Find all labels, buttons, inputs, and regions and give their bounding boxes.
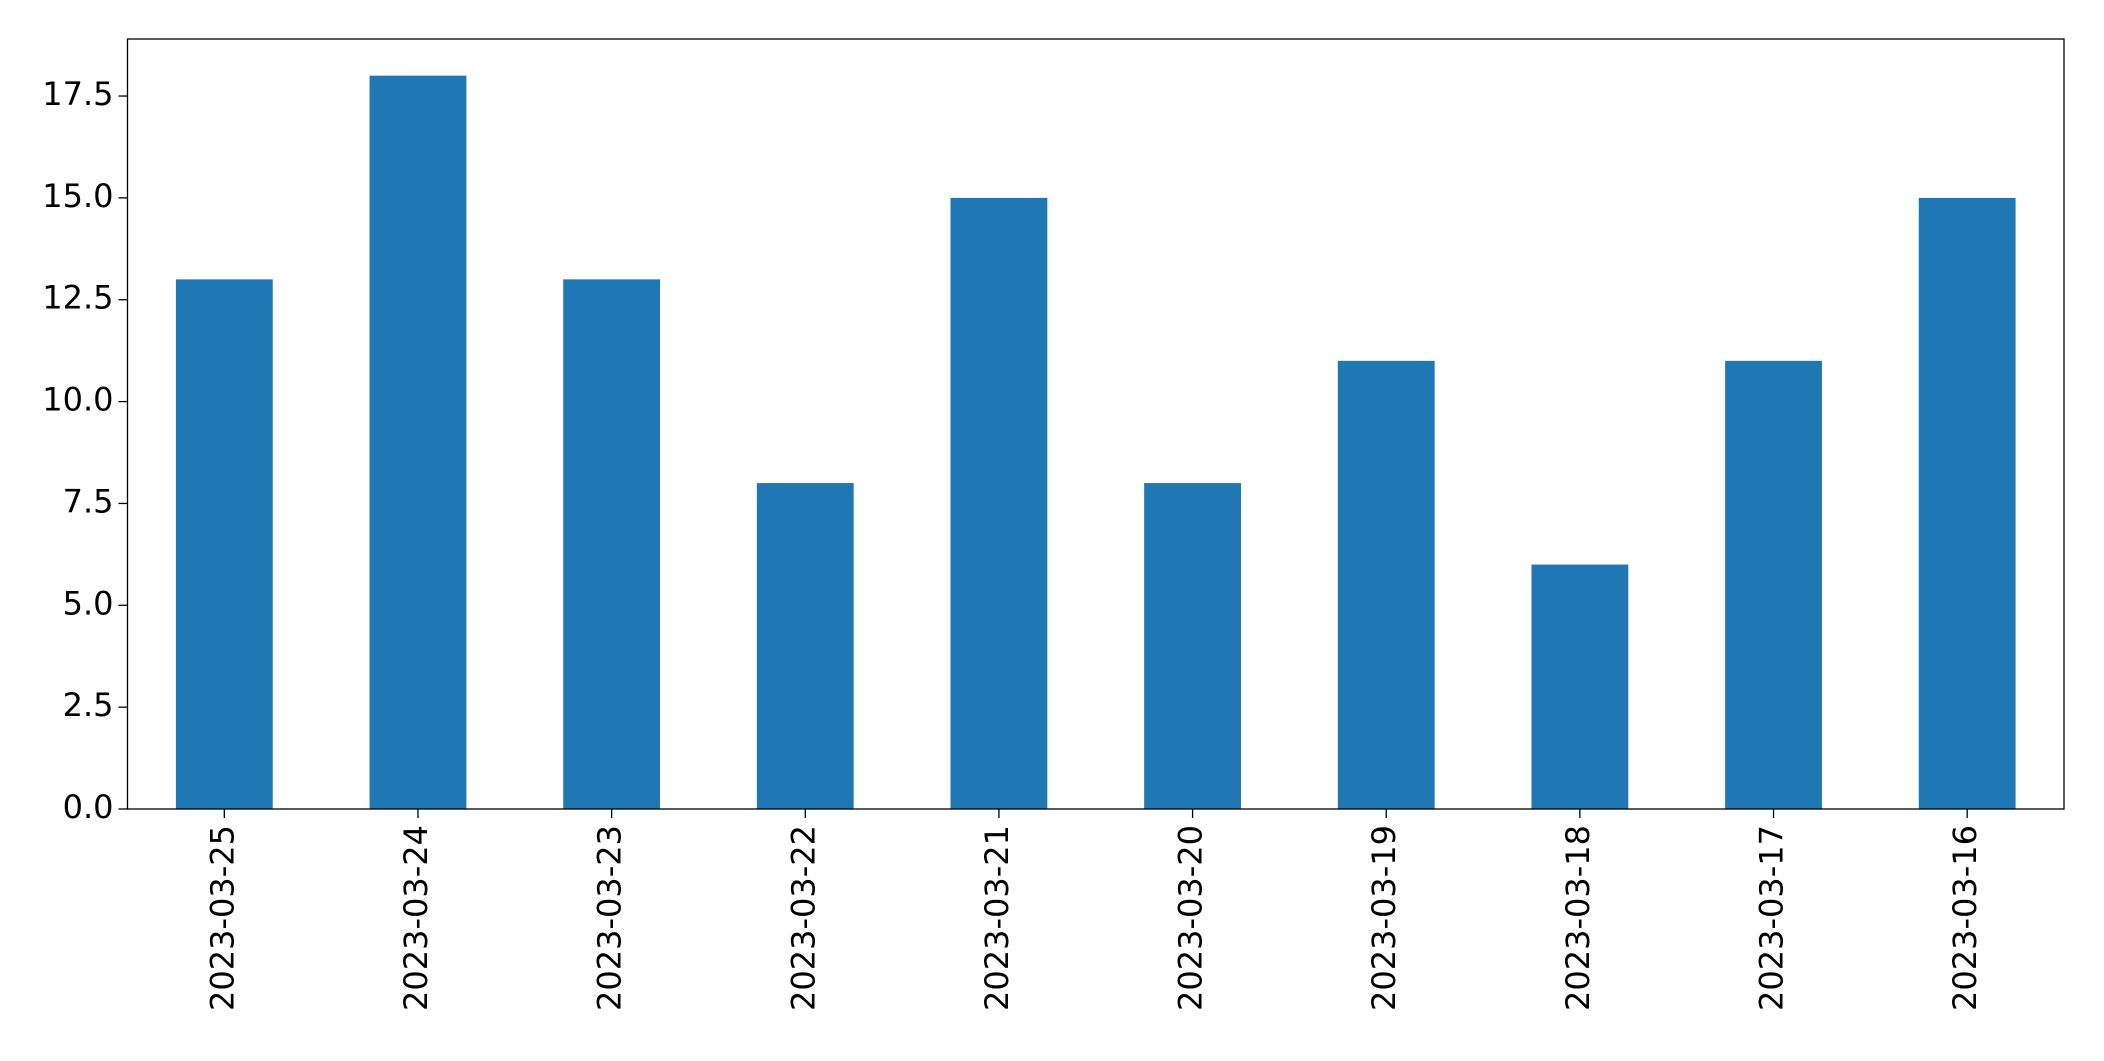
- y-tick-label: 15.0: [42, 177, 113, 215]
- x-tick-label: 2023-03-22: [784, 825, 822, 1011]
- plot-frame: [126, 38, 2065, 810]
- x-tick-label: 2023-03-17: [1753, 825, 1791, 1011]
- x-tick-label: 2023-03-25: [203, 825, 241, 1011]
- x-tick-label: 2023-03-23: [591, 825, 629, 1011]
- x-tick-label: 2023-03-24: [397, 825, 435, 1011]
- y-tick-label: 5.0: [63, 584, 114, 622]
- bar: [1337, 360, 1435, 809]
- y-tick-label: 2.5: [63, 686, 114, 724]
- y-tick-label: 17.5: [42, 75, 113, 113]
- bar: [563, 279, 661, 809]
- bar: [1144, 483, 1241, 809]
- x-tick-label: 2023-03-18: [1559, 825, 1597, 1011]
- bar: [756, 483, 854, 809]
- y-tick-label: 12.5: [42, 279, 113, 317]
- x-tick-label: 2023-03-20: [1172, 825, 1210, 1011]
- bar: [175, 279, 273, 809]
- y-tick-label: 7.5: [63, 482, 114, 520]
- bar: [369, 75, 467, 809]
- bar: [950, 197, 1048, 809]
- bar: [1918, 197, 2016, 809]
- x-tick-label: 2023-03-19: [1365, 825, 1403, 1011]
- bar: [1725, 360, 1822, 809]
- bar: [1531, 564, 1629, 809]
- y-tick-label: 10.0: [42, 381, 113, 419]
- x-tick-label: 2023-03-21: [978, 825, 1016, 1011]
- y-tick-label: 0.0: [63, 788, 114, 826]
- x-tick-label: 2023-03-16: [1946, 825, 1984, 1011]
